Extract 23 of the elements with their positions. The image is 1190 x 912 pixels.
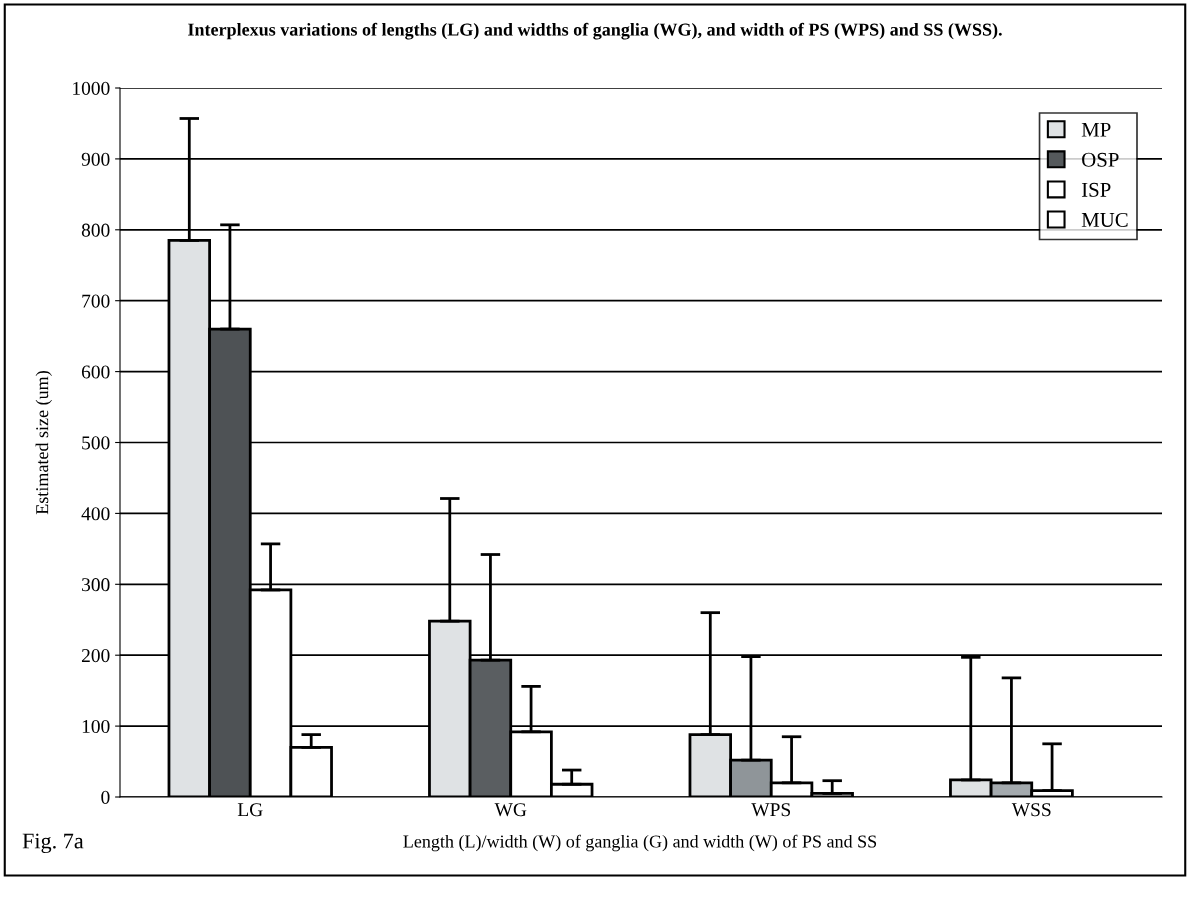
caption: Fig. 7a bbox=[22, 833, 84, 854]
y-tick-label: 0 bbox=[101, 790, 110, 804]
y-tick-label: 600 bbox=[81, 365, 110, 379]
x-tick-label: WSS bbox=[1011, 803, 1051, 817]
legend-label: ISP bbox=[1081, 182, 1111, 197]
y-tick-label: 100 bbox=[82, 719, 110, 734]
y-tick-label: 900 bbox=[81, 152, 110, 166]
x-tick-label: WG bbox=[494, 803, 527, 817]
x-tick-label: LG bbox=[237, 803, 263, 817]
y-tick-label: 500 bbox=[82, 436, 110, 450]
y-tick-label: 800 bbox=[81, 223, 110, 237]
chart-title: Interplexus variations of lengths (LG) and widths of ganglia (WG), and width of PS (WPS) and SS (WSS). bbox=[188, 22, 1002, 40]
y-axis-title: Estimated size (um) bbox=[35, 371, 52, 515]
y-tick-label: 1000 bbox=[73, 81, 110, 95]
x-axis-title: Length (L)/width (W) of ganglia (G) and width (W) of PS and SS bbox=[403, 834, 877, 852]
y-tick-label: 700 bbox=[82, 294, 110, 308]
x-tick-label: WPS bbox=[751, 803, 791, 817]
legend-label: MUC bbox=[1081, 212, 1128, 227]
y-tick-label: 400 bbox=[81, 507, 110, 521]
legend-label: OSP bbox=[1082, 152, 1119, 167]
y-tick-label: 200 bbox=[81, 649, 110, 663]
legend-label: MP bbox=[1081, 122, 1111, 137]
y-tick-label: 300 bbox=[82, 578, 110, 592]
